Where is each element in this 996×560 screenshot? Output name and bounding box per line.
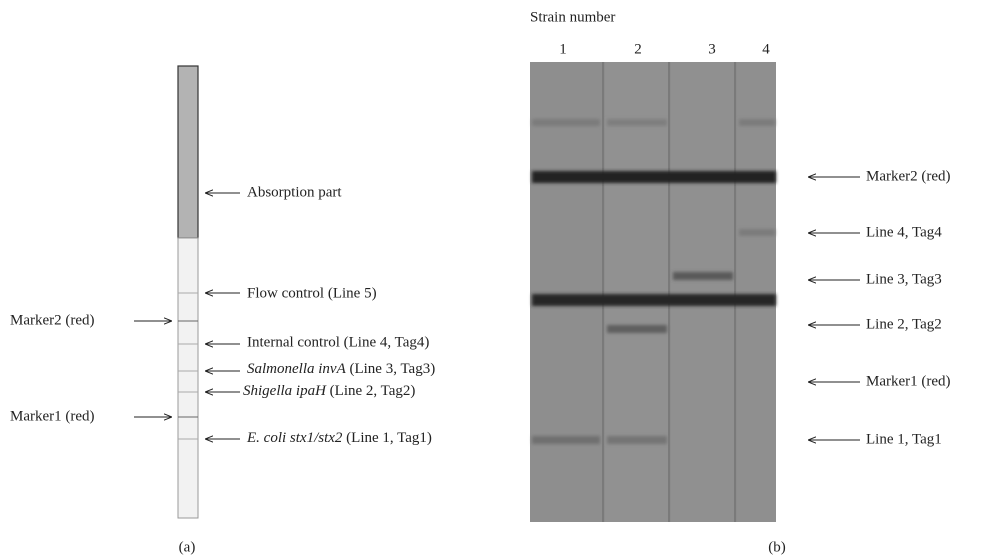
band-label: Line 1, Tag1	[866, 431, 942, 447]
lane-label: 3	[708, 41, 716, 57]
text: (Line 1, Tag1)	[342, 430, 431, 446]
lane-label: 2	[634, 41, 642, 57]
text: (Line 2, Tag2)	[326, 383, 415, 399]
lane-label: 4	[762, 41, 770, 57]
band	[673, 272, 733, 280]
marker-label: Marker2 (red)	[10, 312, 95, 328]
band-label: Line 2, Tag2	[866, 316, 942, 332]
gel-annotations: Marker2 (red) Line 4, Tag4 Line 3, Tag3 …	[768, 168, 950, 555]
strip-label: Flow control (Line 5)	[247, 285, 377, 301]
caption: (a)	[179, 539, 196, 555]
band	[607, 119, 667, 126]
axis-title: Strain number	[530, 9, 615, 25]
band	[607, 325, 667, 333]
strip-label: E. coli stx1/stx2 (Line 1, Tag1)	[246, 430, 432, 446]
strip-label: Salmonella invA (Line 3, Tag3)	[247, 361, 435, 377]
band	[532, 294, 776, 306]
lane-label: 1	[559, 41, 567, 57]
strip-annotations: Absorption part Flow control (Line 5) In…	[10, 184, 435, 555]
band	[532, 436, 600, 444]
band	[739, 119, 775, 126]
membrane	[177, 237, 199, 519]
lane	[605, 62, 668, 522]
band-label: Marker1 (red)	[866, 373, 951, 389]
absorption-pad	[177, 65, 199, 239]
strip	[177, 65, 199, 519]
lane	[671, 62, 734, 522]
strip-label: Absorption part	[247, 184, 342, 200]
strip-label: Shigella ipaH (Line 2, Tag2)	[243, 383, 415, 399]
band	[739, 229, 775, 236]
band	[532, 171, 776, 183]
band-label: Line 3, Tag3	[866, 271, 942, 287]
italic-text: Shigella ipaH	[243, 383, 327, 399]
caption: (b)	[768, 539, 786, 555]
italic-text: E. coli stx1/stx2	[246, 430, 343, 446]
gel-image	[530, 62, 776, 522]
strip-label: Internal control (Line 4, Tag4)	[247, 334, 429, 350]
band-label: Line 4, Tag4	[866, 224, 942, 240]
band-label: Marker2 (red)	[866, 168, 951, 184]
lane	[530, 62, 602, 522]
italic-text: Salmonella invA	[247, 361, 347, 377]
marker-label: Marker1 (red)	[10, 408, 95, 424]
band	[532, 119, 600, 126]
lane	[737, 62, 776, 522]
text: (Line 3, Tag3)	[346, 361, 435, 377]
band	[607, 436, 667, 444]
